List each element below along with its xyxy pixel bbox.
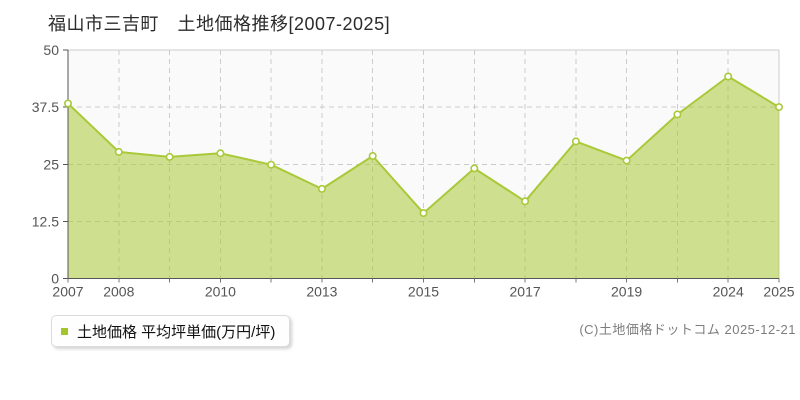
x-tick-label: 2025 xyxy=(763,284,794,300)
data-point-marker xyxy=(317,184,326,193)
y-tick-label: 50 xyxy=(43,42,59,58)
data-point-marker xyxy=(724,72,733,81)
chart-title: 福山市三吉町 土地価格推移[2007-2025] xyxy=(48,14,391,34)
data-point-marker xyxy=(419,209,428,218)
y-tick-label: 25 xyxy=(43,156,59,172)
data-point-marker xyxy=(774,103,783,112)
data-point-marker xyxy=(673,110,682,119)
data-point-marker xyxy=(216,149,225,158)
y-tick-label: 0 xyxy=(51,271,59,287)
series-marker-icon xyxy=(61,327,68,335)
area-fill xyxy=(68,76,779,279)
data-point-marker xyxy=(622,156,631,165)
x-tick-label: 2024 xyxy=(713,284,744,300)
copyright-text: (C)土地価格ドットコム 2025-12-21 xyxy=(579,322,796,337)
data-point-marker xyxy=(571,137,580,146)
x-tick-label: 2013 xyxy=(306,284,337,300)
x-tick-label: 2017 xyxy=(510,284,541,300)
legend-label: 土地価格 平均坪単価(万円/坪) xyxy=(77,323,276,341)
x-tick-label: 2015 xyxy=(408,284,439,300)
legend: 土地価格 平均坪単価(万円/坪) xyxy=(51,315,291,347)
price-trend-plot: 0 12.5 25 37.5 50 2007 2008 2010 2013 2015 2017 201… xyxy=(32,42,795,300)
data-point-marker xyxy=(114,147,123,156)
x-tick-label: 2010 xyxy=(205,284,236,300)
data-point-marker xyxy=(470,164,479,173)
y-tick-label: 12.5 xyxy=(32,213,59,229)
x-tick-label: 2007 xyxy=(52,284,83,300)
x-tick-label: 2019 xyxy=(611,284,642,300)
data-point-marker xyxy=(368,152,377,161)
data-point-marker xyxy=(267,160,276,169)
y-tick-label: 37.5 xyxy=(32,99,59,115)
data-point-marker xyxy=(521,197,530,206)
data-point-marker xyxy=(165,152,174,161)
data-point-marker xyxy=(64,99,73,108)
x-tick-label: 2008 xyxy=(103,284,134,300)
